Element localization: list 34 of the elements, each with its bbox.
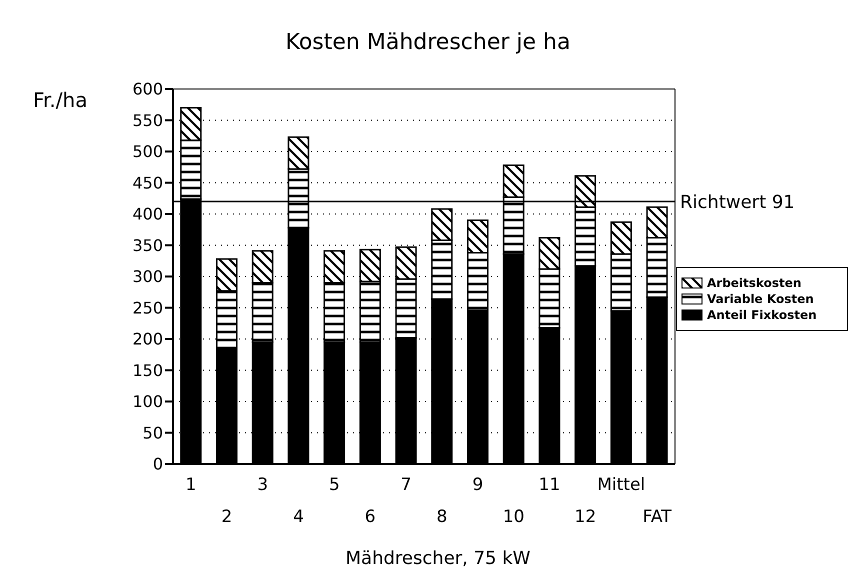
y-tick-label: 150 — [132, 360, 163, 380]
legend-label: Variable Kosten — [707, 292, 814, 306]
x-tick-label: 5 — [328, 475, 340, 495]
x-tick-label: 10 — [502, 507, 524, 527]
ref-line-label: Richtwert 91 — [680, 192, 795, 213]
x-tick-label: 12 — [574, 507, 596, 527]
legend-label: Anteil Fixkosten — [707, 308, 817, 322]
y-tick-label: 550 — [132, 110, 163, 130]
y-tick-label: 0 — [152, 454, 163, 474]
x-tick-label: 3 — [257, 475, 268, 495]
y-tick-label: 400 — [132, 204, 163, 224]
y-tick-label: 500 — [132, 142, 163, 162]
x-tick-label: 9 — [472, 475, 484, 495]
x-tick-label: 1 — [186, 475, 196, 495]
x-tick-label: 8 — [436, 507, 448, 527]
x-tick-label: 2 — [221, 507, 232, 527]
x-axis-title: Mähdrescher, 75 kW — [344, 548, 532, 569]
x-tick-label: 6 — [364, 507, 376, 527]
x-tick-label: FAT — [642, 507, 672, 527]
y-tick-label: 450 — [132, 173, 163, 192]
y-tick-label: 50 — [142, 423, 163, 442]
y-tick-label: 100 — [132, 392, 163, 412]
y-tick-label: 350 — [132, 236, 163, 255]
y-tick-label: 300 — [132, 267, 163, 286]
x-tick-label: 11 — [538, 475, 560, 495]
x-tick-label: 7 — [400, 475, 412, 495]
x-tick-label: Mittel — [597, 475, 646, 495]
y-axis-title: Fr./ha — [33, 88, 88, 112]
chart-title: Kosten Mähdrescher je ha — [284, 30, 572, 55]
y-tick-label: 600 — [132, 80, 163, 99]
y-tick-label: 250 — [132, 298, 163, 318]
x-tick-label: 4 — [293, 507, 304, 527]
y-tick-label: 200 — [132, 330, 163, 349]
legend-label: Arbeitskosten — [707, 276, 802, 290]
